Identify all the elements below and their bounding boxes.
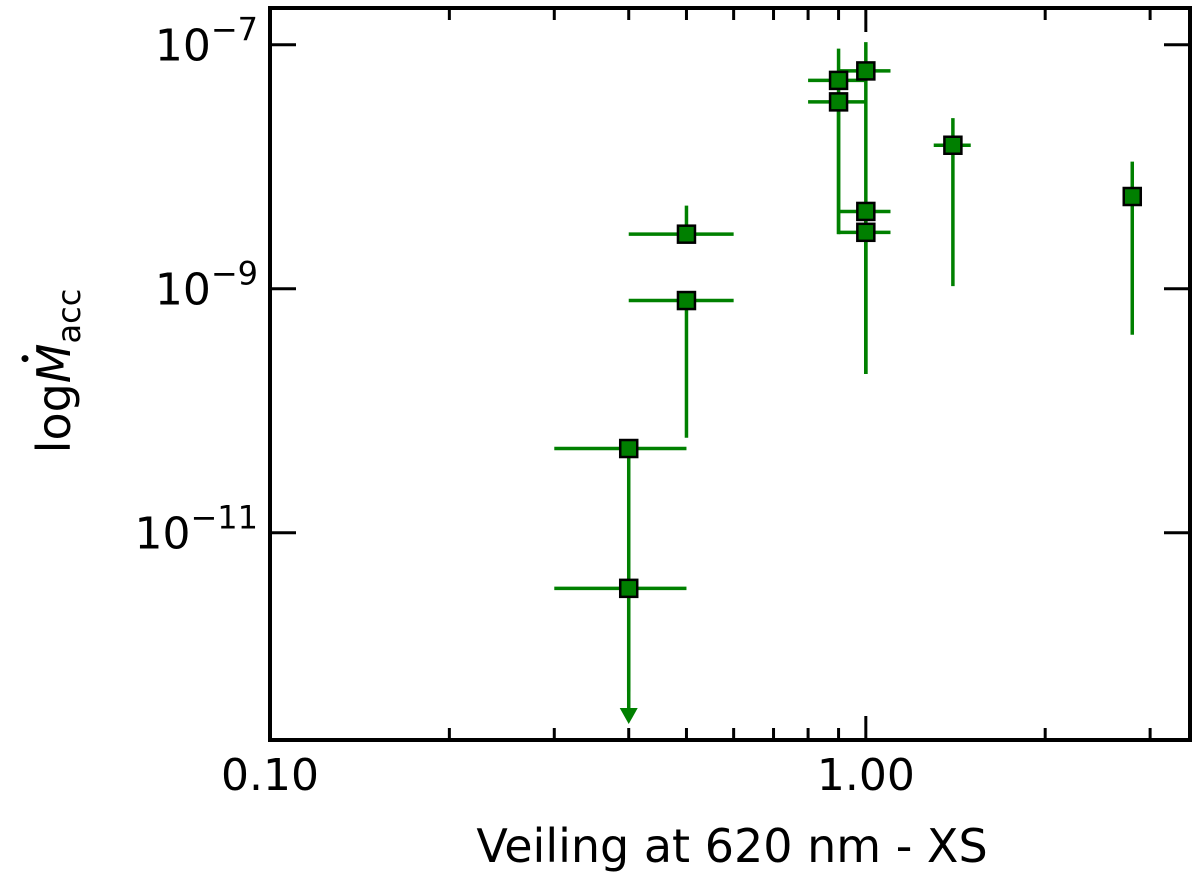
- markers: [618, 61, 1143, 599]
- y-axis-label: logMacc: [27, 289, 88, 454]
- data-point: [856, 222, 876, 243]
- data-point: [676, 290, 697, 311]
- errorbars: [554, 42, 1135, 724]
- data-point: [618, 438, 639, 459]
- plot-frame: [268, 6, 1192, 742]
- data-point: [1122, 186, 1143, 207]
- x-tick-label: 1.00: [817, 750, 915, 801]
- data-point: [676, 224, 697, 244]
- upper-limit-arrow: [619, 708, 638, 724]
- y-tick-base: 10: [134, 509, 190, 560]
- y-axis-label-sub: acc: [50, 289, 88, 344]
- y-axis-label-log: log: [27, 383, 81, 453]
- data-point: [828, 70, 849, 91]
- y-tick-exponent: −9: [211, 255, 258, 293]
- y-axis-label-dot: [21, 355, 29, 363]
- data-point: [943, 135, 963, 155]
- y-tick-base: 10: [155, 21, 211, 72]
- data-point: [618, 578, 639, 599]
- svg-text:logMacc: logMacc: [27, 289, 88, 454]
- data-point: [856, 61, 876, 81]
- y-axis-label-symbol: M: [27, 343, 81, 383]
- y-tick-exponent: −11: [190, 499, 258, 537]
- y-tick-label: 10−11: [134, 499, 258, 560]
- x-tick-label: 0.10: [221, 750, 319, 801]
- data-point: [856, 201, 876, 222]
- y-tick-label: 10−9: [155, 255, 258, 316]
- y-tick-exponent: −7: [211, 11, 258, 49]
- y-tick-label: 10−7: [155, 11, 258, 72]
- ticks: [268, 8, 1190, 740]
- data-point: [828, 92, 849, 112]
- y-tick-base: 10: [155, 265, 211, 316]
- x-axis-label: Veiling at 620 nm - XS: [476, 819, 987, 873]
